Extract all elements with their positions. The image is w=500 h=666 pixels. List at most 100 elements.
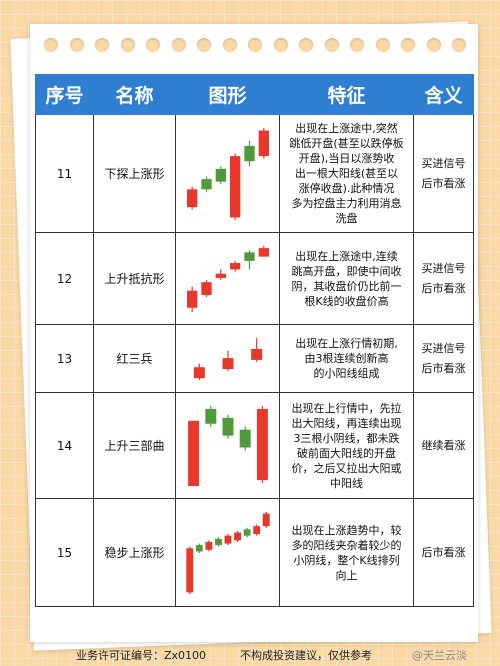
- pattern-shape: [175, 114, 280, 233]
- feature-line: 出现在上涨趋势中，较: [291, 523, 402, 537]
- binder-hole: [324, 38, 339, 52]
- bullish-candle: [187, 420, 199, 486]
- bullish-candle: [262, 513, 270, 526]
- row-number: 11: [35, 114, 94, 233]
- header-name: 名称: [93, 74, 176, 115]
- feature-line: 多为控盘主力利用消息: [291, 197, 402, 210]
- feature-line: 破前面大阳线的开盘: [297, 446, 396, 460]
- binder-hole: [44, 38, 58, 52]
- binder-hole: [197, 38, 211, 52]
- feature-line: 阴，其收盘价仍比前一: [291, 279, 402, 293]
- bullish-candle: [250, 348, 262, 360]
- header-number: 序号: [35, 74, 94, 115]
- table-row: 11 下探上涨形 出现在上涨途中,突然 跳低开盘(甚至以跌停板 开盘),当日以涨势收 出一…: [35, 114, 474, 233]
- bearish-candle: [204, 408, 216, 424]
- pattern-meaning: 继续看涨: [413, 392, 474, 499]
- feature-line: 的小阳线组成: [313, 367, 380, 380]
- binder-hole: [120, 38, 135, 52]
- meaning-line: 继续看涨: [421, 438, 466, 452]
- binder-hole: [95, 38, 109, 52]
- table-row: 12 上升抵抗形 出现在上涨途中,连续 跳高开盘，即使中间收 阴，其收盘价仍比前一 根K线…: [35, 232, 474, 325]
- feature-line: 洗盘: [335, 212, 358, 225]
- feature-line: 出现在上涨行情初期,: [295, 337, 398, 350]
- feature-line: 跳低开盘(甚至以跌停板: [289, 137, 404, 150]
- candlestick-chart: [187, 405, 268, 486]
- bearish-candle: [243, 251, 255, 261]
- header-shape: 图形: [175, 74, 280, 115]
- binder-hole: [299, 38, 313, 52]
- bearish-candle: [243, 528, 251, 536]
- feature-line: 出现在上行情中，先拉: [291, 401, 402, 415]
- candlestick-pattern-table: 序号 名称 图形 特征 含义 11 下探上涨形 出现在上涨途中,突然 跳低开盘(甚至以…: [35, 74, 474, 607]
- row-number: 14: [35, 392, 94, 499]
- table-row: 14 上升三部曲 出现在上行情中，先拉 出大阳线，再连续出现 3三根小阴线，都未跌 破前面…: [35, 392, 474, 499]
- table-header-row: 序号 名称 图形 特征 含义: [35, 74, 474, 115]
- binder-holes: [40, 38, 470, 54]
- bullish-candle: [224, 535, 231, 544]
- table-row: 13 红三兵 出现在上涨行情初期, 由3根连续创新高 的小阳线组成 买进信号 后市看涨: [35, 324, 474, 393]
- bullish-candle: [204, 541, 212, 550]
- pattern-name: 稳步上涨形: [93, 498, 176, 607]
- bullish-candle: [258, 247, 269, 257]
- candlestick-chart: [193, 337, 262, 380]
- row-number: 13: [35, 324, 94, 393]
- pattern-feature: 出现在上涨趋势中，较 多的阳线夹杂着较少的 小阴线，整个K线排列 向上: [279, 498, 414, 607]
- binder-hole: [222, 38, 237, 52]
- bullish-candle: [186, 290, 197, 308]
- watermark: @天兰云淡: [412, 649, 467, 662]
- bearish-candle: [214, 538, 222, 545]
- pattern-shape: [175, 232, 280, 325]
- feature-line: 涨停收盘).此种情况: [298, 182, 395, 195]
- feature-line: 出大阳线，再连续出现: [291, 416, 402, 430]
- feature-line: 中阳线: [330, 476, 363, 490]
- feature-line: 跳高开盘，即使中间收: [291, 264, 402, 278]
- feature-line: 由3根连续创新高: [304, 352, 389, 365]
- binder-hole: [452, 38, 466, 52]
- pattern-feature: 出现在上涨途中,突然 跳低开盘(甚至以跌停板 开盘),当日以涨势收 出一根大阳线(甚至…: [279, 114, 414, 233]
- pattern-name: 下探上涨形: [93, 114, 176, 233]
- bullish-candle: [193, 366, 205, 378]
- feature-line: 出现在上涨途中,突然: [295, 122, 398, 135]
- pattern-shape: [175, 498, 280, 607]
- bullish-candle: [229, 155, 240, 217]
- bullish-candle: [233, 532, 241, 540]
- binder-hole: [273, 38, 288, 52]
- feature-line: 价，之后又拉出大阳或: [291, 461, 402, 475]
- footer: 业务许可证编号：Zx0100 不构成投资建议，仅供参考 @天兰云淡: [0, 646, 500, 664]
- bullish-candle: [215, 273, 226, 278]
- binder-hole: [375, 38, 390, 52]
- pattern-meaning: 买进信号 后市看涨: [413, 232, 474, 325]
- pattern-name: 上升抵抗形: [93, 232, 176, 325]
- bearish-candle: [239, 429, 251, 447]
- binder-hole: [401, 38, 415, 52]
- bullish-candle: [252, 525, 260, 534]
- pattern-meaning: 买进信号 后市看涨: [413, 114, 474, 233]
- license-number: 业务许可证编号：Zx0100: [76, 649, 207, 662]
- meaning-line: 买进信号: [421, 261, 466, 275]
- feature-line: 多的阳线夹杂着较少的: [291, 538, 402, 552]
- feature-line: 小阴线，整个K线排列: [293, 553, 400, 567]
- feature-line: 根K线的收盘价高: [304, 294, 389, 308]
- meaning-line: 后市看涨: [421, 281, 466, 295]
- bullish-candle: [200, 281, 212, 295]
- pattern-shape: [175, 392, 280, 499]
- binder-hole: [146, 38, 160, 52]
- feature-line: 出一根大阳线(甚至以: [294, 167, 399, 180]
- header-feature: 特征: [279, 74, 414, 115]
- candlestick-chart: [186, 127, 269, 220]
- meaning-line: 后市看涨: [421, 545, 466, 559]
- meaning-line: 买进信号: [421, 156, 466, 170]
- header-meaning: 含义: [413, 74, 474, 115]
- pattern-feature: 出现在上涨途中,连续 跳高开盘，即使中间收 阴，其收盘价仍比前一 根K线的收盘价高: [279, 232, 414, 325]
- bearish-candle: [200, 178, 212, 189]
- disclaimer: 不构成投资建议，仅供参考: [240, 649, 372, 662]
- candlestick-chart: [186, 245, 269, 312]
- meaning-line: 买进信号: [421, 341, 466, 355]
- pattern-name: 上升三部曲: [93, 392, 176, 499]
- binder-hole: [248, 38, 262, 52]
- pattern-feature: 出现在上行情中，先拉 出大阳线，再连续出现 3三根小阴线，都未跌 破前面大阳线的开盘价…: [279, 392, 414, 499]
- pattern-feature: 出现在上涨行情初期, 由3根连续创新高 的小阳线组成: [279, 324, 414, 393]
- feature-line: 开盘),当日以涨势收: [298, 152, 395, 165]
- pattern-shape: [175, 324, 280, 393]
- bullish-candle: [186, 188, 197, 207]
